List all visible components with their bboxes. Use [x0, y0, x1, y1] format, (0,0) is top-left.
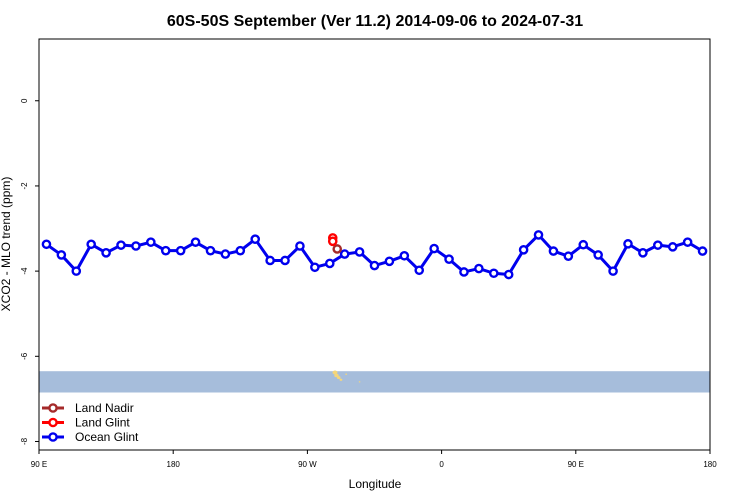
- ocean-glint-point: [444, 254, 454, 264]
- ocean-glint-point: [280, 255, 290, 266]
- ocean-glint-point: [354, 247, 365, 257]
- ocean-glint-point: [682, 237, 693, 247]
- ocean-glint-point: [310, 262, 320, 273]
- ocean-glint-point: [295, 241, 305, 251]
- x-tick-label: 0: [439, 460, 444, 469]
- y-tick-label: -6: [20, 352, 29, 360]
- x-tick-label: 180: [167, 460, 181, 469]
- ocean-glint-point: [41, 239, 52, 250]
- x-tick-label: 180: [703, 460, 717, 469]
- ocean-glint-point: [474, 263, 484, 274]
- ocean-glint-point: [160, 245, 171, 256]
- y-tick-label: -2: [20, 182, 29, 190]
- map-band: [39, 370, 710, 393]
- map-ocean-band: [39, 371, 710, 393]
- ocean-glint-point: [324, 258, 335, 269]
- ocean-glint-point: [667, 242, 678, 252]
- legend-label-land-nadir: Land Nadir: [75, 401, 134, 415]
- ocean-glint-point: [175, 245, 186, 256]
- ocean-glint-point: [578, 239, 589, 250]
- ocean-glint-point: [608, 266, 618, 276]
- ocean-glint-point: [205, 245, 216, 256]
- legend-label-land-glint: Land Glint: [75, 416, 130, 430]
- ocean-glint-point: [190, 237, 201, 247]
- ocean-glint-point: [414, 265, 425, 276]
- ocean-glint-point: [339, 249, 350, 259]
- y-tick-label: -4: [20, 267, 29, 275]
- ocean-glint-point: [697, 246, 708, 256]
- ocean-glint-point: [56, 250, 67, 260]
- ocean-glint-point: [593, 250, 603, 260]
- ocean-glint-point: [563, 251, 574, 262]
- land-nadir-point: [332, 244, 343, 254]
- x-axis-label: Longitude: [349, 477, 402, 491]
- ocean-glint-point: [503, 269, 514, 280]
- y-axis-label: XCO2 - MLO trend (ppm): [0, 177, 13, 312]
- x-tick-label: 90 E: [568, 460, 584, 469]
- ocean-glint-point: [653, 240, 663, 250]
- ocean-glint-point: [429, 243, 439, 254]
- chart-title: 60S-50S September (Ver 11.2) 2014-09-06 …: [167, 13, 583, 30]
- x-tick-label: 90 W: [298, 460, 317, 469]
- ocean-glint-point: [384, 256, 395, 267]
- ocean-glint-point: [116, 240, 126, 250]
- map-land-patch: [336, 376, 341, 380]
- ocean-glint-point: [265, 255, 275, 266]
- x-tick-label: 90 E: [31, 460, 47, 469]
- ocean-glint-point: [71, 266, 82, 276]
- ocean-glint-point: [235, 245, 246, 256]
- ocean-glint-point: [459, 267, 469, 277]
- ocean-glint-point: [518, 245, 529, 255]
- y-axis: 0 -2 -4 -6 -8: [20, 98, 39, 445]
- map-land-patch: [345, 373, 348, 375]
- x-axis: 90 E 180 90 W 0 90 E 180: [31, 450, 717, 469]
- ocean-glint-point: [220, 249, 231, 259]
- series-layer: [41, 230, 708, 280]
- legend-label-ocean-glint: Ocean Glint: [75, 430, 139, 444]
- ocean-glint-point: [131, 241, 141, 251]
- legend-marker-land-glint: [48, 417, 58, 428]
- ocean-glint-point: [101, 248, 111, 258]
- ocean-glint-point: [369, 260, 380, 271]
- plot-frame: [38, 38, 711, 451]
- y-tick-label: -8: [20, 437, 29, 445]
- ocean-glint-point: [548, 246, 559, 256]
- ocean-glint-point: [250, 234, 261, 244]
- ocean-glint-point: [399, 250, 410, 261]
- ocean-glint-point: [533, 230, 544, 240]
- legend-marker-land-nadir: [48, 403, 58, 413]
- map-land-patch: [334, 373, 339, 378]
- map-land-patch: [332, 370, 338, 375]
- y-tick-label: 0: [20, 98, 29, 103]
- legend-marker-ocean-glint: [48, 432, 58, 442]
- map-land-patch: [339, 378, 343, 381]
- ocean-glint-point: [146, 237, 156, 247]
- ocean-glint-point: [488, 268, 499, 279]
- ocean-glint-point: [86, 239, 96, 250]
- map-land-patch: [358, 381, 361, 383]
- land-glint-point: [327, 236, 338, 247]
- ocean-glint-point: [638, 248, 648, 258]
- ocean-glint-point: [623, 239, 633, 249]
